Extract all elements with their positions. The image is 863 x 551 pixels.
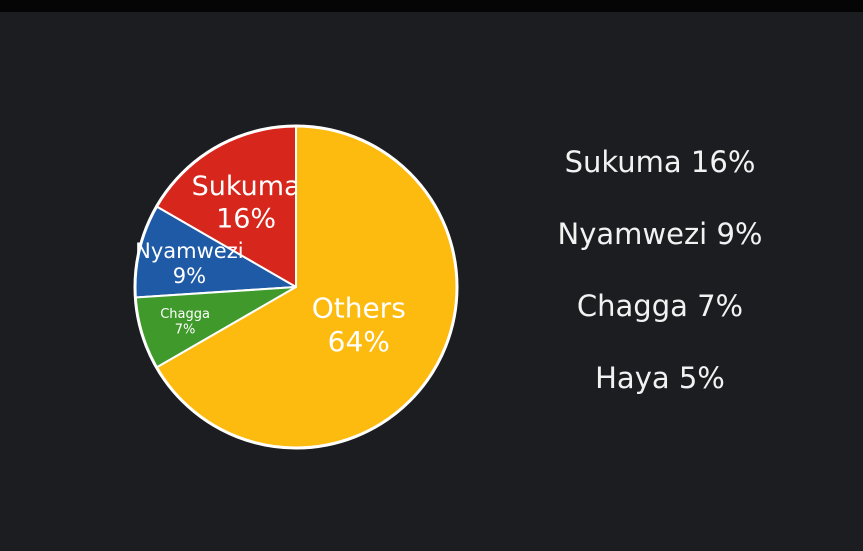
top-bar	[0, 0, 863, 12]
slice-value-nyamwezi: 9%	[173, 264, 206, 288]
slice-label-sukuma: Sukuma	[192, 171, 301, 202]
legend-item-chagga: Chagga 7%	[576, 289, 744, 323]
slice-value-others: 64%	[328, 325, 390, 358]
legend-item-sukuma: Sukuma 16%	[564, 145, 756, 179]
slice-label-others: Others	[312, 292, 406, 325]
slice-label-chagga: Chagga	[160, 307, 210, 322]
slice-value-sukuma: 16%	[216, 204, 276, 235]
legend-item-nyamwezi: Nyamwezi 9%	[557, 217, 763, 251]
legend-item-haya: Haya 5%	[595, 361, 725, 395]
legend: Sukuma 16% Nyamwezi 9% Chagga 7% Haya 5%	[540, 140, 780, 428]
slice-value-chagga: 7%	[175, 323, 196, 338]
pie-outline	[133, 124, 459, 450]
slice-label-nyamwezi: Nyamwezi	[135, 239, 243, 263]
